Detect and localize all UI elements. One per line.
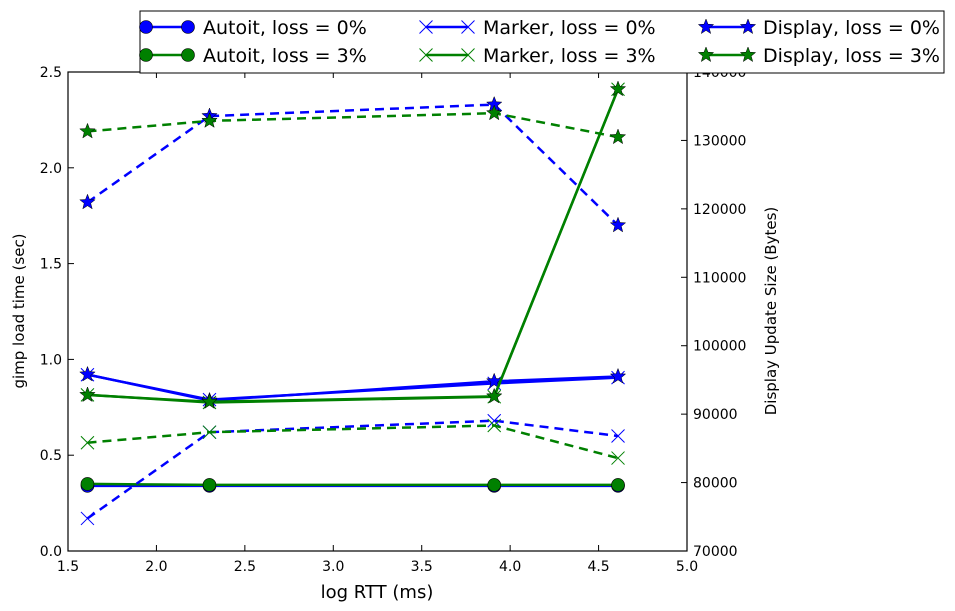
plot-frame <box>67 71 688 552</box>
data-point <box>201 112 218 128</box>
x-tick-label: 5.0 <box>676 559 698 575</box>
legend-marker <box>739 18 757 35</box>
legend-label: Display, loss = 3% <box>763 45 940 67</box>
legend-label: Marker, loss = 0% <box>483 17 656 39</box>
data-point <box>201 393 218 409</box>
data-point <box>485 387 503 404</box>
series-line <box>87 88 620 404</box>
y-axis-label-left: gimp load time (sec) <box>10 233 28 388</box>
series-autoit-loss-3- <box>80 477 625 492</box>
series-unlabeled-6 <box>79 95 627 233</box>
legend-box <box>139 10 945 74</box>
series-unlabeled-7 <box>79 104 627 145</box>
x-tick-label: 4.5 <box>587 559 609 575</box>
data-point <box>80 511 95 526</box>
legend-marker <box>461 20 475 34</box>
legend-label: Marker, loss = 3% <box>483 45 656 67</box>
data-point <box>79 193 96 210</box>
data-point <box>79 386 96 403</box>
data-point <box>202 425 217 440</box>
y-left-tick-label: 0.0 <box>40 544 62 560</box>
series-line <box>86 419 619 520</box>
legend-entry: Marker, loss = 0% <box>419 17 656 39</box>
x-tick-label: 4.0 <box>499 559 521 575</box>
legend-marker <box>181 48 195 62</box>
series-line <box>87 88 620 404</box>
series-display-loss-3- <box>79 80 627 409</box>
legend-entry: Display, loss = 3% <box>697 45 940 67</box>
x-tick-label: 3.5 <box>411 559 433 575</box>
y-right-tick-label: 80000 <box>693 476 738 492</box>
legend-marker <box>697 46 715 63</box>
series-line <box>86 103 619 227</box>
data-point <box>485 104 503 121</box>
y-right-tick-label: 110000 <box>693 270 746 286</box>
series-layer <box>79 80 627 526</box>
data-point <box>80 435 95 450</box>
legend-marker <box>419 20 433 34</box>
series-line <box>87 111 619 139</box>
y-right-tick-label: 70000 <box>693 544 738 560</box>
data-point <box>609 367 627 384</box>
legend-marker <box>461 48 475 62</box>
x-axis-label: log RTT (ms) <box>321 582 434 603</box>
series-line <box>87 373 619 402</box>
legend: Autoit, loss = 0% Autoit, loss = 3% Marker… <box>139 10 945 74</box>
y-left-tick-label: 0.5 <box>40 448 62 464</box>
data-point <box>487 413 502 428</box>
legend-marker <box>139 48 153 62</box>
y-left-tick-label: 1.5 <box>40 257 62 273</box>
legend-entry: Display, loss = 0% <box>697 17 940 39</box>
legend-entry: Autoit, loss = 3% <box>139 45 367 67</box>
legend-label: Autoit, loss = 0% <box>203 17 367 39</box>
axes-layer: 1.5 2.0 2.5 3.0 3.5 4.0 4.5 5.0 0.0 0.5 1.0 1.5 2.0 2… <box>40 65 747 575</box>
legend-label: Autoit, loss = 3% <box>203 45 367 67</box>
data-point <box>609 80 627 97</box>
data-point <box>202 478 217 492</box>
legend-marker <box>139 20 153 34</box>
legend-marker <box>181 20 195 34</box>
data-point <box>609 216 627 233</box>
legend-marker <box>419 48 433 62</box>
data-point <box>611 451 625 465</box>
legend-marker <box>697 18 715 35</box>
series-marker-loss-3- <box>80 82 625 410</box>
legend-entry: Autoit, loss = 0% <box>139 17 367 39</box>
data-point <box>487 418 502 433</box>
y-left-tick-label: 2.5 <box>40 65 62 81</box>
y-left-tick-label: 2.0 <box>40 161 62 177</box>
series-line <box>87 482 618 487</box>
data-point <box>611 429 625 443</box>
y-left-tick-label: 1.0 <box>40 352 62 368</box>
y-right-tick-label: 120000 <box>693 202 746 218</box>
data-point <box>79 122 96 139</box>
data-point <box>609 128 627 145</box>
y-right-tick-label: 100000 <box>693 339 746 355</box>
data-point <box>79 365 96 382</box>
data-point <box>80 477 95 491</box>
legend-label: Display, loss = 0% <box>763 17 940 39</box>
data-point <box>485 372 503 389</box>
x-tick-label: 2.5 <box>234 559 256 575</box>
series-unlabeled-8 <box>80 413 625 526</box>
y-axis-label-right: Display Update Size (Bytes) <box>762 207 780 416</box>
data-point <box>611 478 625 492</box>
data-point <box>487 478 502 492</box>
y-right-tick-label: 90000 <box>693 407 738 423</box>
series-line <box>87 424 619 460</box>
y-right-tick-label: 130000 <box>693 133 746 149</box>
legend-entry: Marker, loss = 3% <box>419 45 656 67</box>
x-tick-label: 2.0 <box>145 559 167 575</box>
x-tick-label: 3.0 <box>322 559 344 575</box>
x-tick-label: 1.5 <box>57 559 79 575</box>
legend-marker <box>739 46 757 63</box>
series-unlabeled-9 <box>80 418 625 465</box>
